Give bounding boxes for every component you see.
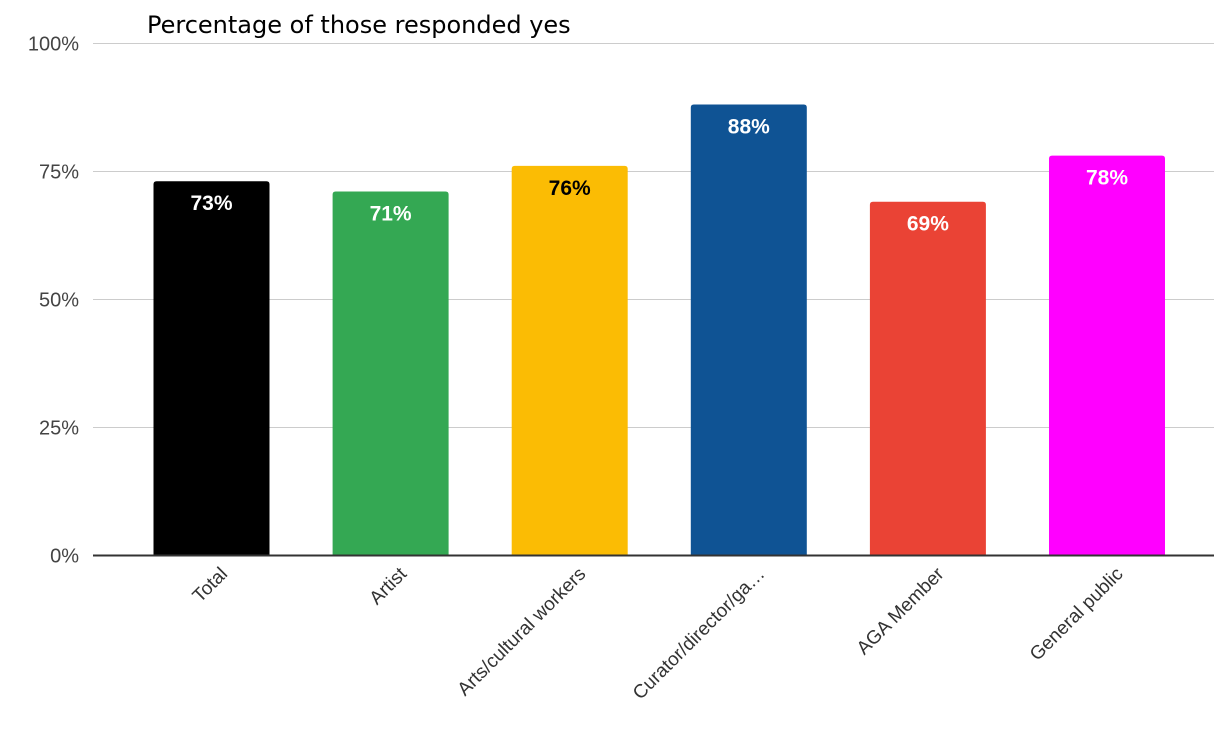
bar — [511, 165, 628, 555]
bar-data-label: 88% — [728, 115, 770, 138]
x-axis-ticks: Total Artist Arts/cultural workers Curator/… — [189, 563, 1128, 704]
x-tick-label: Total — [189, 564, 232, 607]
bar-data-label: 71% — [370, 202, 412, 225]
bar-data-label: 78% — [1086, 167, 1128, 190]
x-tick-label: Curator/director/ga… — [629, 564, 769, 704]
x-tick-label: Arts/cultural workers — [454, 564, 591, 701]
bar — [153, 181, 270, 556]
y-tick-label: 75% — [39, 162, 79, 184]
gridlines — [93, 43, 1214, 428]
bar — [869, 201, 986, 555]
bar-data-label: 76% — [549, 177, 591, 200]
bar — [1049, 155, 1165, 555]
x-tick-label: AGA Member — [853, 563, 949, 659]
bar-data-label: 73% — [190, 192, 232, 215]
bar-data-label: 69% — [907, 213, 949, 236]
y-tick-label: 50% — [39, 290, 79, 312]
bar — [332, 191, 449, 556]
x-tick-label: Artist — [366, 563, 412, 609]
x-tick-label: General public — [1026, 564, 1127, 665]
y-tick-label: 100% — [28, 34, 79, 56]
chart-title: Percentage of those responded yes — [147, 11, 571, 39]
y-tick-label: 25% — [39, 418, 79, 440]
y-tick-label: 0% — [50, 546, 79, 568]
y-axis-ticks: 0% 25% 50% 75% 100% — [28, 34, 79, 568]
bars — [153, 104, 1165, 556]
bar — [690, 104, 807, 555]
data-labels: 73% 71% 76% 88% 69% 78% — [190, 115, 1128, 235]
